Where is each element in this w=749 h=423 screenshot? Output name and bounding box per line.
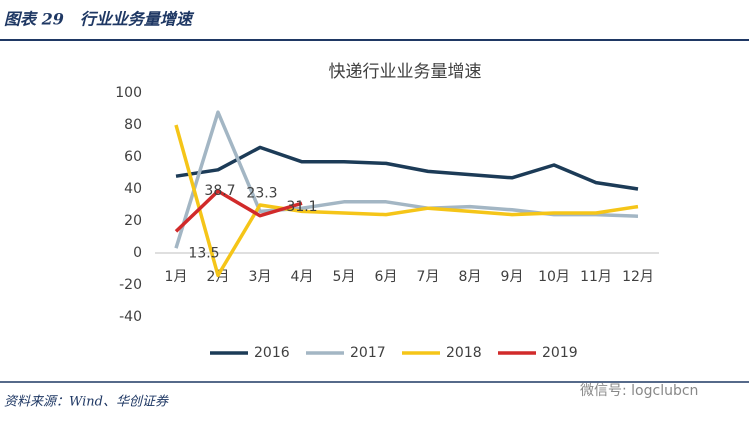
x-tick-label: 8月 <box>459 269 482 285</box>
data-label: 13.5 <box>188 245 219 261</box>
y-tick-label: 0 <box>133 245 142 261</box>
y-tick-label: -20 <box>119 277 142 293</box>
x-tick-label: 4月 <box>291 269 314 285</box>
x-tick-label: 7月 <box>417 269 440 285</box>
x-tick-label: 11月 <box>580 269 612 285</box>
y-tick-label: 100 <box>115 85 142 101</box>
legend-label: 2018 <box>446 345 482 361</box>
legend-label: 2019 <box>542 345 578 361</box>
series-line <box>174 124 639 278</box>
x-tick-label: 3月 <box>249 269 272 285</box>
data-label: 31.1 <box>286 199 317 215</box>
series-line <box>174 189 303 233</box>
y-tick-label: 60 <box>124 149 142 165</box>
legend-label: 2016 <box>254 345 290 361</box>
footer-source: 资料来源：Wind、华创证券 <box>4 395 169 410</box>
legend-label: 2017 <box>350 345 386 361</box>
x-tick-label: 10月 <box>538 269 570 285</box>
y-tick-label: 80 <box>124 117 142 133</box>
data-label: 23.3 <box>246 186 277 202</box>
x-tick-label: 6月 <box>375 269 398 285</box>
data-label: 38.7 <box>204 183 235 199</box>
x-tick-label: 5月 <box>333 269 356 285</box>
x-tick-label: 12月 <box>622 269 654 285</box>
series-line <box>175 145 639 191</box>
x-tick-label: 9月 <box>501 269 524 285</box>
x-tick-label: 1月 <box>165 269 188 285</box>
y-tick-label: 40 <box>124 181 142 197</box>
y-tick-label: 20 <box>124 213 142 229</box>
header-title: 图表 29 行业业务量增速 <box>4 10 195 29</box>
watermark: 微信号: logclubcn <box>580 383 698 399</box>
y-tick-label: -40 <box>119 309 142 325</box>
chart-title: 快递行业业务量增速 <box>329 62 482 82</box>
